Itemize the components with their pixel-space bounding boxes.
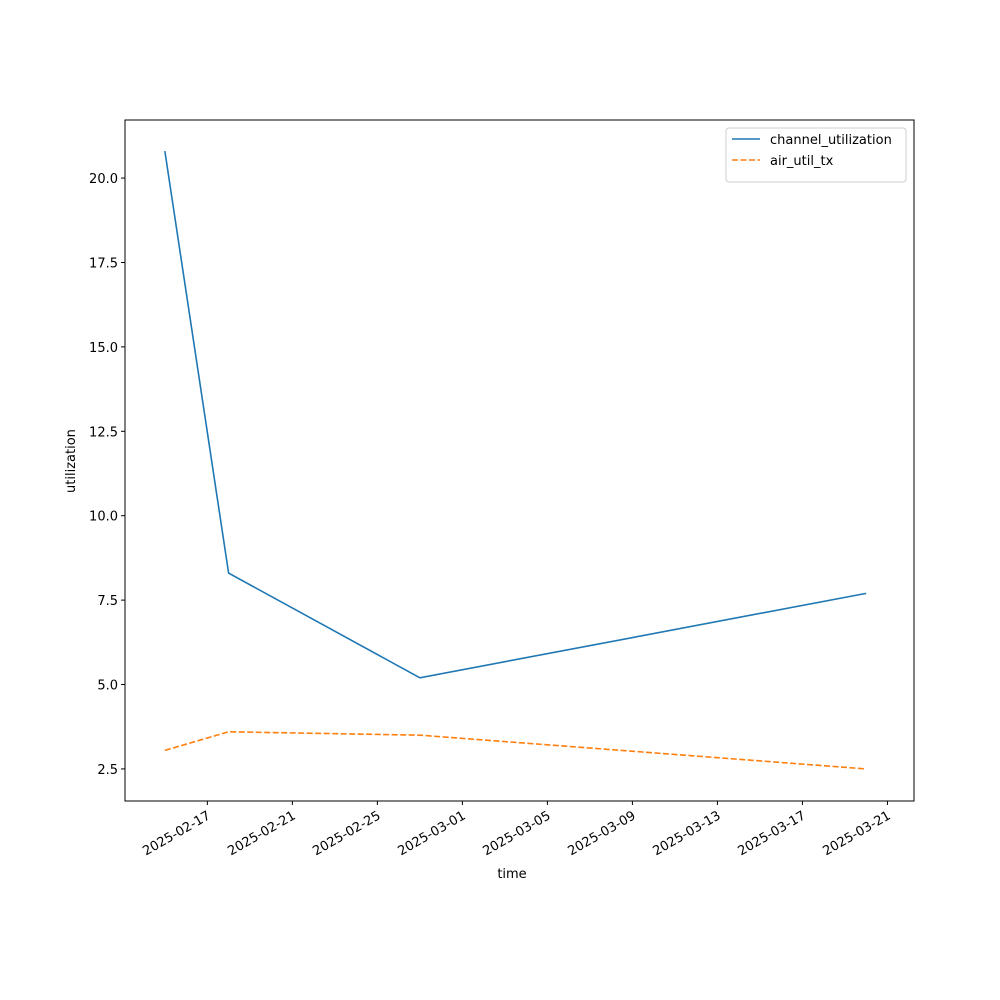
legend-label: air_util_tx — [770, 154, 834, 169]
series-line — [164, 730, 867, 770]
x-tick-label: 2025-03-17 — [735, 808, 808, 859]
y-tick-label: 7.5 — [97, 594, 118, 609]
series-line — [164, 150, 867, 679]
y-tick-label: 2.5 — [97, 763, 118, 778]
legend: channel_utilization air_util_tx — [725, 127, 907, 183]
y-tick-label: 12.5 — [89, 425, 118, 440]
x-tick-label: 2025-03-01 — [395, 808, 468, 859]
x-axis-label: time — [497, 867, 526, 882]
x-tick-label: 2025-02-17 — [140, 808, 213, 859]
y-axis-label: utilization — [64, 429, 79, 493]
y-tick-label: 20.0 — [89, 172, 118, 187]
y-tick-label: 5.0 — [97, 679, 118, 694]
x-tick-label: 2025-03-21 — [820, 808, 893, 859]
x-tick-label: 2025-02-25 — [310, 808, 383, 859]
legend-frame — [725, 127, 907, 183]
legend-label: channel_utilization — [770, 133, 892, 148]
y-tick-label: 17.5 — [89, 256, 118, 271]
x-tick-label: 2025-02-21 — [225, 808, 298, 859]
y-tick-label: 15.0 — [89, 341, 118, 356]
x-tick-label: 2025-03-13 — [650, 808, 723, 859]
x-tick-label: 2025-03-05 — [480, 808, 553, 859]
y-tick-label: 10.0 — [89, 510, 118, 525]
x-tick-label: 2025-03-09 — [565, 808, 638, 859]
axes-frame — [124, 119, 915, 802]
